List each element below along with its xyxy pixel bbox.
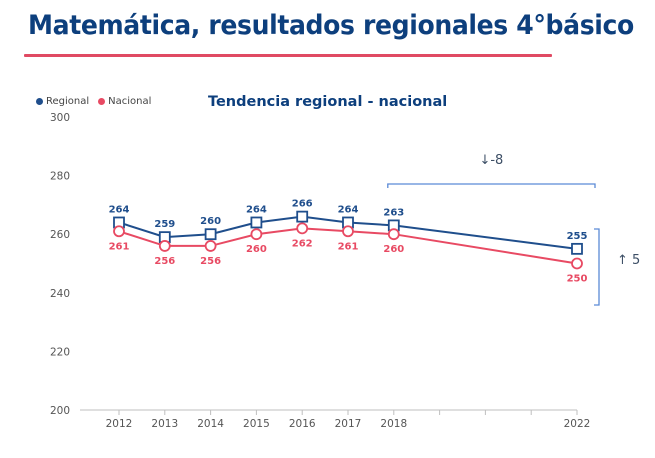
- annotation-regional-change: ↓-8: [479, 153, 503, 168]
- y-tick-label-260: 260: [50, 229, 70, 241]
- marker-nacional-2013: [158, 240, 171, 252]
- bracket-vertical-gap: [594, 228, 600, 306]
- marker-nacional-2014: [204, 240, 217, 252]
- data-label-nacional-2016: 262: [292, 238, 313, 249]
- chart-title: Tendencia regional - nacional: [208, 94, 448, 110]
- data-label-regional-2018: 263: [383, 207, 404, 218]
- x-tick-label-2014: 2014: [197, 418, 224, 430]
- marker-nacional-2012: [113, 225, 125, 238]
- x-tick-label-2016: 2016: [289, 418, 316, 430]
- legend-label-nacional: Nacional: [108, 96, 152, 107]
- marker-regional-2022: [571, 242, 583, 255]
- data-label-nacional-2022: 250: [567, 274, 588, 285]
- data-label-nacional-2012: 261: [109, 241, 130, 252]
- marker-nacional-2018: [387, 228, 400, 241]
- data-label-regional-2017: 264: [338, 204, 359, 215]
- marker-regional-2015: [250, 216, 263, 229]
- legend-dot-nacional-icon: [98, 98, 106, 105]
- series-line-regional: [118, 215, 578, 250]
- x-tick-label-2018: 2018: [380, 418, 407, 430]
- data-label-nacional-2018: 260: [383, 244, 404, 255]
- legend-item-nacional: Nacional: [98, 96, 151, 107]
- y-tick-label-200: 200: [50, 405, 70, 417]
- data-label-nacional-2017: 261: [338, 241, 359, 252]
- data-label-regional-2016: 266: [292, 199, 313, 210]
- data-label-regional-2015: 264: [246, 204, 267, 215]
- legend-dot-regional-icon: [36, 98, 43, 105]
- annotation-gap: ↑ 5: [617, 253, 640, 268]
- data-label-nacional-2013: 256: [154, 256, 175, 267]
- series-line-nacional: [118, 227, 578, 265]
- data-label-regional-2014: 260: [200, 216, 221, 227]
- data-label-regional-2013: 259: [154, 219, 175, 230]
- marker-regional-2016: [296, 210, 309, 223]
- y-tick-label-220: 220: [50, 346, 70, 358]
- x-tick-label-2013: 2013: [151, 418, 178, 430]
- x-tick-label-2017: 2017: [335, 418, 362, 430]
- data-label-regional-2012: 264: [109, 204, 130, 215]
- marker-nacional-2017: [342, 225, 354, 238]
- bracket-horizontal-change: [387, 183, 596, 188]
- y-tick-label-240: 240: [50, 288, 70, 300]
- y-tick-label-300: 300: [50, 112, 70, 124]
- x-tick-label-2015: 2015: [243, 418, 270, 430]
- legend-item-regional: Regional: [36, 96, 89, 107]
- x-tick-label-2022: 2022: [564, 418, 591, 430]
- marker-nacional-2015: [250, 228, 263, 241]
- title-underline: [24, 54, 552, 57]
- y-tick-label-280: 280: [50, 171, 70, 183]
- data-label-regional-2022: 255: [567, 231, 588, 242]
- marker-nacional-2016: [296, 222, 309, 235]
- data-label-nacional-2014: 256: [200, 256, 221, 267]
- x-tick-label-2012: 2012: [106, 418, 133, 430]
- marker-nacional-2022: [571, 257, 583, 270]
- legend-label-regional: Regional: [46, 96, 90, 107]
- data-label-nacional-2015: 260: [246, 244, 267, 255]
- marker-regional-2014: [204, 228, 217, 241]
- chart-legend: Regional Nacional: [36, 96, 156, 107]
- page-title: Matemática, resultados regionales 4°bási…: [28, 10, 634, 41]
